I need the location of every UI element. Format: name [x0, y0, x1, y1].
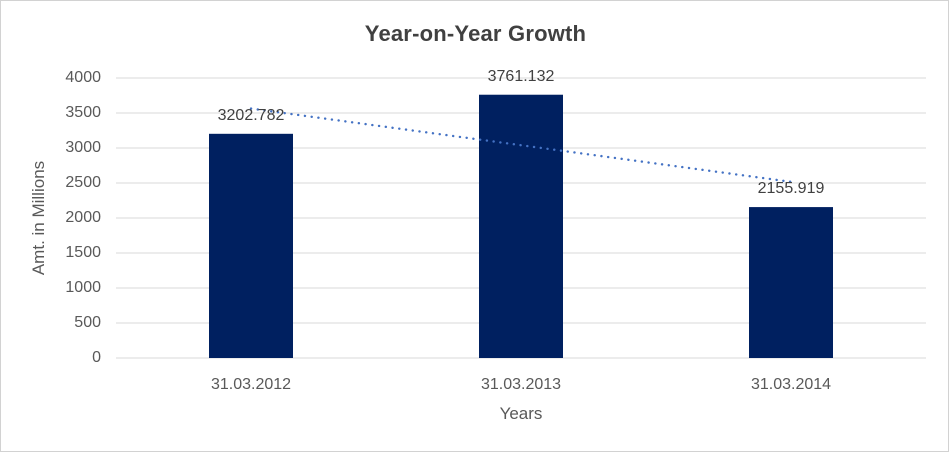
y-tick-label: 3500 — [65, 104, 101, 121]
bar-data-label: 3761.132 — [487, 67, 555, 85]
y-tick-label: 2000 — [65, 209, 101, 226]
y-tick-label: 500 — [74, 314, 101, 331]
y-tick-label: 3000 — [65, 139, 101, 156]
bar-31.03.2012[interactable] — [209, 133, 293, 358]
y-tick-label: 0 — [92, 349, 101, 366]
y-tick-label: 4000 — [65, 69, 101, 86]
bar-data-label: 2155.919 — [757, 180, 825, 198]
y-tick-label: 1000 — [65, 279, 101, 296]
bar-31.03.2013[interactable] — [479, 94, 563, 358]
chart-title: Year-on-Year Growth — [364, 21, 587, 46]
bar-31.03.2014[interactable] — [749, 207, 833, 358]
x-tick-label: 31.03.2014 — [750, 376, 832, 393]
x-tick-label: 31.03.2012 — [210, 376, 292, 393]
x-tick-label: 31.03.2013 — [480, 376, 562, 393]
bar-data-label: 3202.782 — [217, 106, 285, 124]
trendline[interactable] — [249, 107, 793, 184]
y-tick-label: 2500 — [65, 174, 101, 191]
y-tick-label: 1500 — [65, 244, 101, 261]
x-axis-title: Years — [499, 404, 543, 423]
